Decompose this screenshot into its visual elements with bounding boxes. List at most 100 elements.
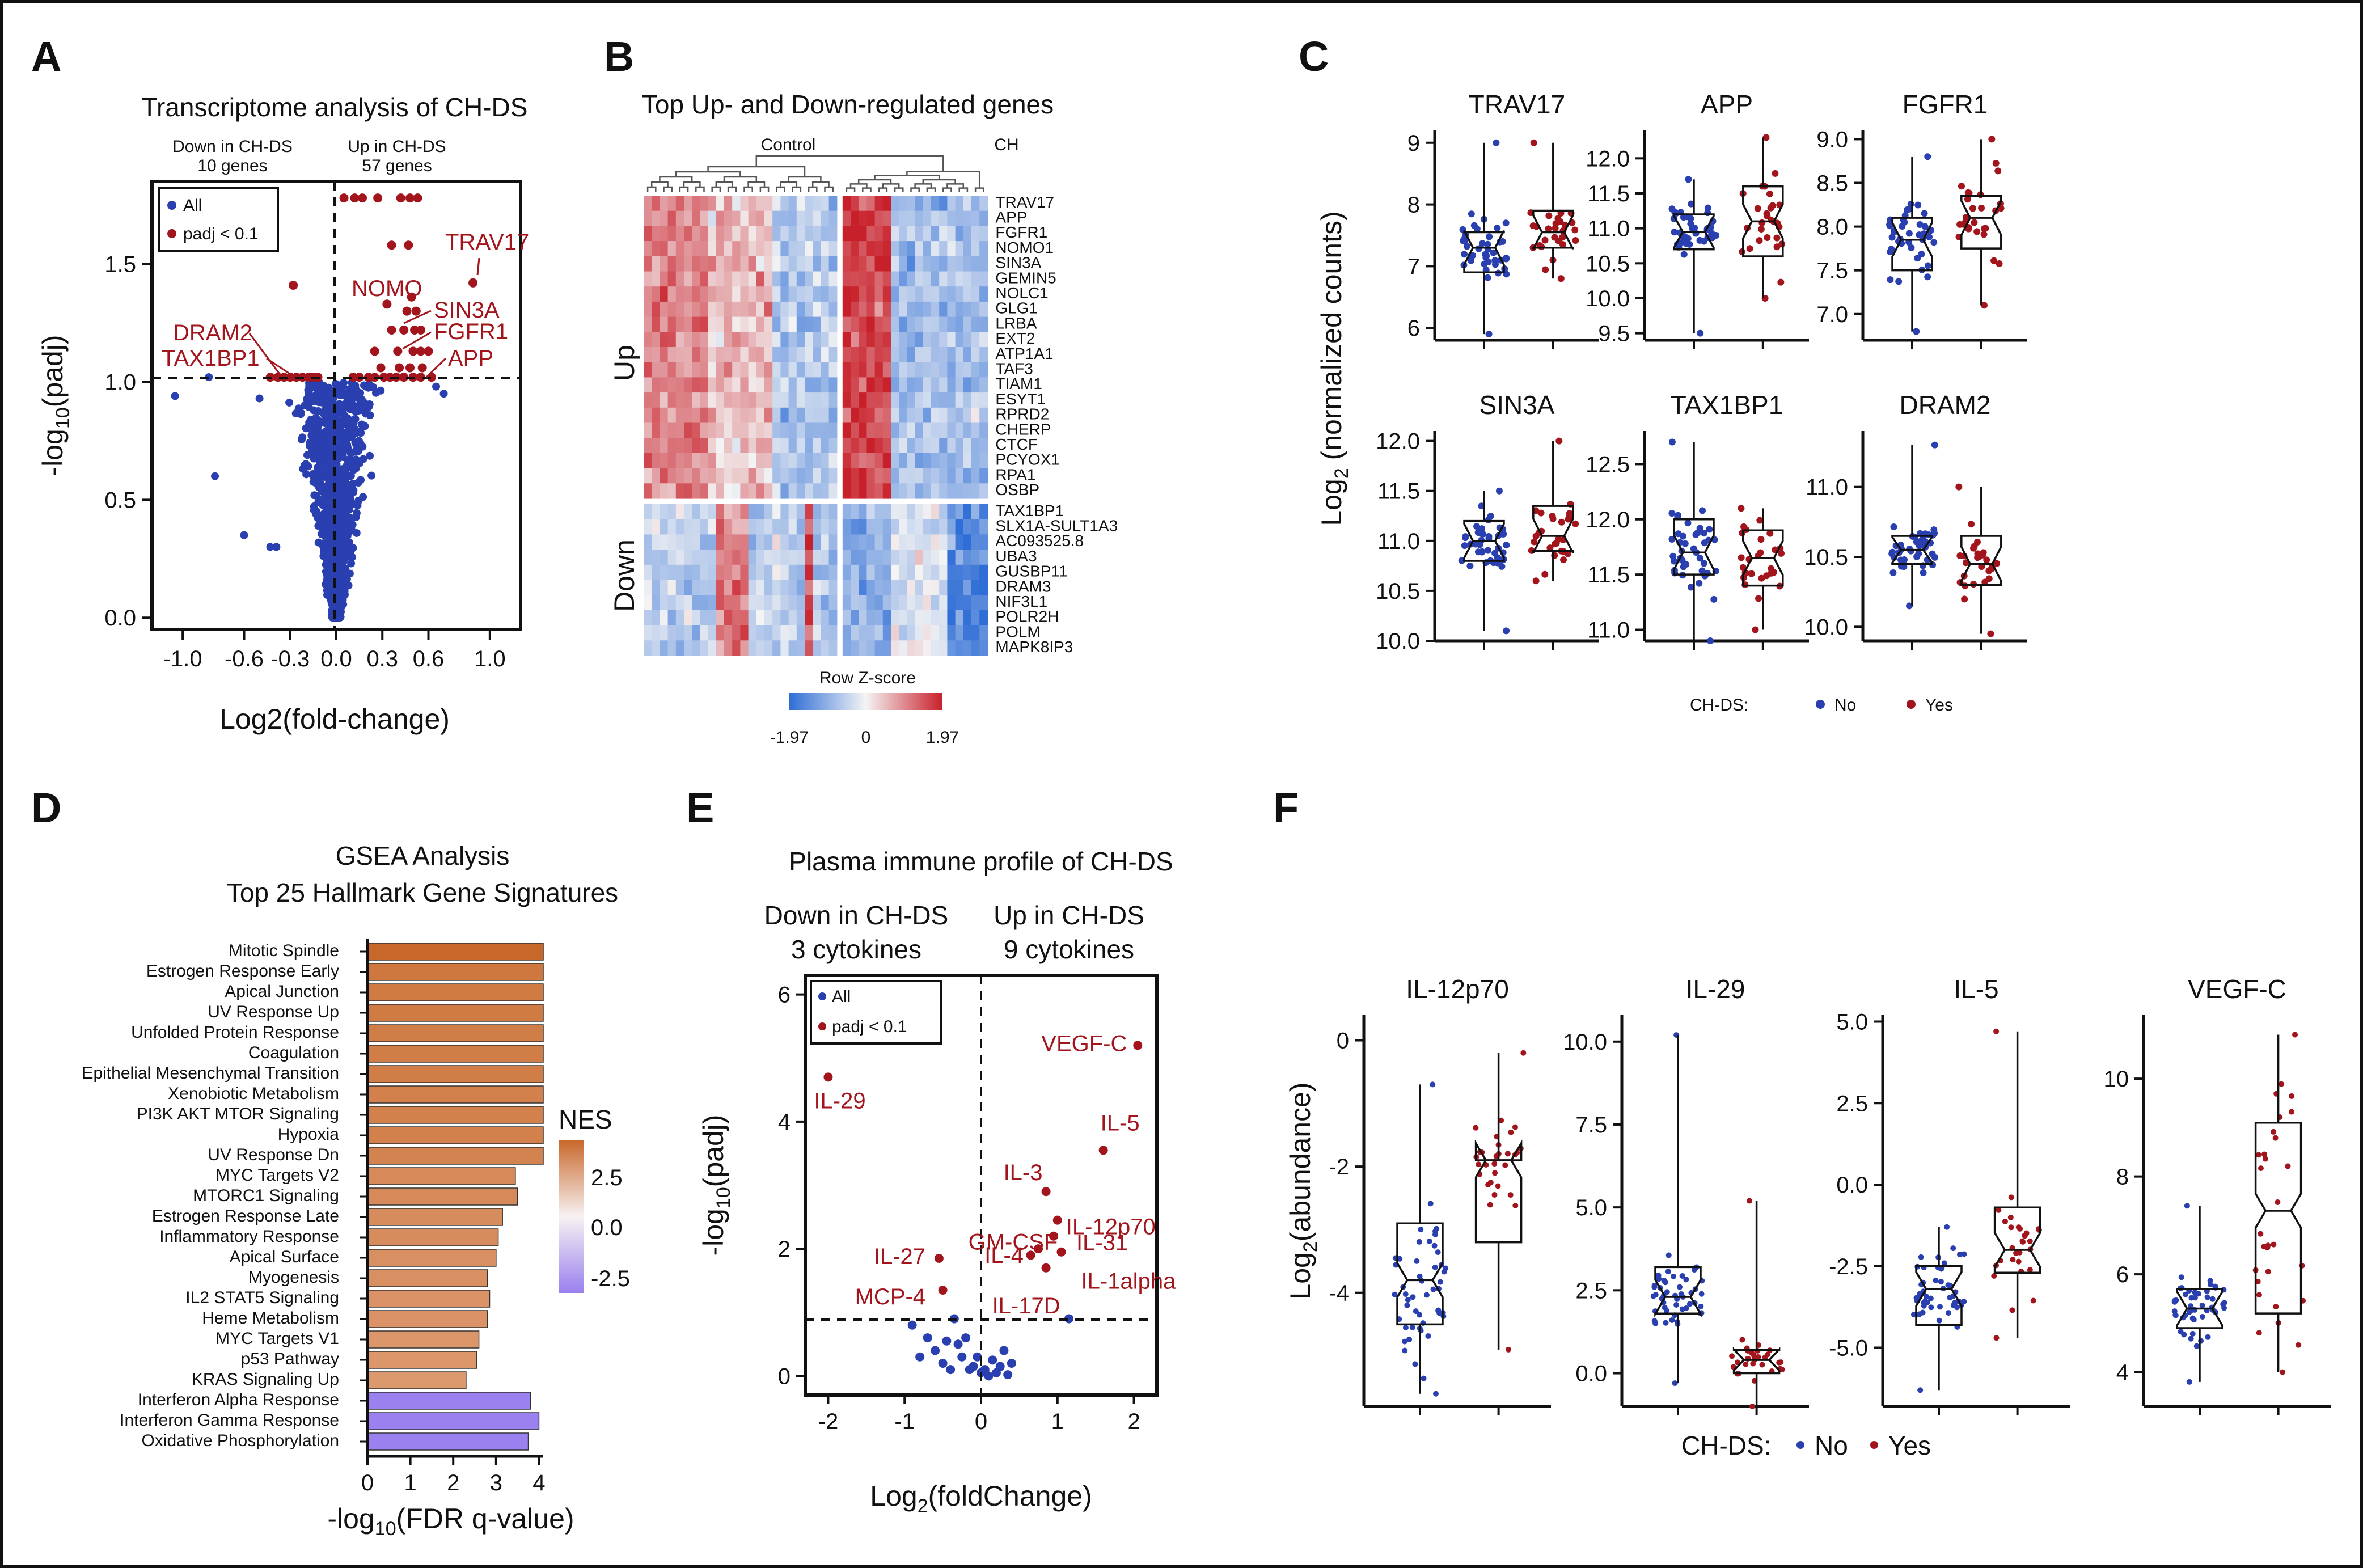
- heatmap-cell: [708, 640, 717, 656]
- heatmap-cell: [684, 595, 692, 611]
- heatmap-cell: [644, 550, 652, 565]
- heatmap-cell: [931, 468, 940, 484]
- nes-tick-mid: 0.0: [591, 1215, 623, 1240]
- dendrogram-branch: [878, 187, 888, 192]
- heatmap-cell: [780, 504, 789, 520]
- heatmap-cell: [923, 286, 932, 302]
- heatmap-cell: [923, 580, 932, 595]
- heatmap-cell: [692, 196, 700, 212]
- heatmap-cell: [907, 640, 916, 656]
- heatmap-cell: [851, 407, 859, 424]
- heatmap-cell: [828, 362, 838, 378]
- data-point: [1763, 572, 1770, 580]
- heatmap-cell: [828, 534, 838, 550]
- heatmap-cell: [907, 580, 916, 595]
- heatmap-cell: [772, 438, 781, 454]
- data-point: [2279, 1081, 2285, 1087]
- heatmap-cell: [644, 377, 652, 393]
- heatmap-cell: [979, 256, 988, 272]
- heatmap-cell: [828, 392, 838, 408]
- heatmap-cell: [899, 392, 907, 408]
- x-tick-label: 2: [447, 1470, 459, 1495]
- heatmap-cell: [724, 580, 733, 595]
- heatmap-cell: [740, 377, 749, 393]
- point-all: [352, 455, 360, 464]
- heatmap-cell: [939, 422, 948, 438]
- data-point: [1917, 1387, 1924, 1393]
- heatmap-cell: [748, 271, 757, 287]
- heatmap-cell: [772, 468, 781, 484]
- heatmap-cell: [915, 640, 924, 656]
- data-point: [1495, 1183, 1501, 1189]
- heatmap-cell: [842, 564, 851, 581]
- panel-letter-b: B: [604, 33, 634, 80]
- heatmap-cell: [979, 580, 988, 595]
- heatmap-cell: [788, 286, 797, 302]
- heatmap-cell: [828, 595, 838, 611]
- point-all: [349, 462, 358, 471]
- heatmap-cell: [684, 377, 692, 393]
- data-point: [1491, 1161, 1498, 1167]
- heatmap-cell: [756, 534, 765, 550]
- nes-colorbar: [559, 1140, 584, 1293]
- nes-tick-low: -2.5: [591, 1266, 630, 1291]
- heatmap-cell: [788, 453, 797, 469]
- heatmap-cell: [939, 407, 948, 424]
- data-point: [1927, 1295, 1934, 1301]
- heatmap-cell: [772, 196, 781, 212]
- point-all: [358, 406, 366, 415]
- data-point: [1468, 210, 1475, 218]
- point-all: [348, 553, 356, 561]
- heatmap-cell: [947, 392, 956, 408]
- heatmap-gene-label: RPRD2: [995, 405, 1049, 423]
- data-point: [1405, 1297, 1411, 1303]
- data-point: [1924, 153, 1931, 160]
- heatmap-cell: [851, 301, 859, 318]
- heatmap-cell: [716, 241, 725, 257]
- heatmap-cell: [796, 196, 805, 212]
- heatmap-cell: [813, 347, 821, 363]
- y-tick-label: 0.0: [104, 606, 136, 631]
- heatmap-cell: [652, 256, 660, 272]
- heatmap-cell: [684, 504, 692, 520]
- heatmap-cell: [923, 196, 932, 212]
- heatmap-cell: [796, 483, 805, 499]
- heatmap-cell: [931, 332, 940, 348]
- heatmap-cell: [859, 392, 867, 408]
- data-point: [1662, 1279, 1668, 1286]
- heatmap-cell: [780, 347, 789, 363]
- heatmap-cell: [939, 301, 948, 318]
- heatmap-cell: [756, 483, 765, 499]
- point-all: [266, 543, 274, 551]
- heatmap-cell: [828, 550, 838, 565]
- data-point: [1729, 1353, 1735, 1359]
- colorscale-bar: [789, 693, 942, 710]
- heatmap-cell: [780, 392, 789, 408]
- point-all: [1003, 1370, 1013, 1380]
- heatmap-cell: [821, 347, 830, 363]
- heatmap-cell: [756, 407, 765, 424]
- heatmap-cell: [724, 347, 733, 363]
- heatmap-cell: [828, 468, 838, 484]
- heatmap-cell: [851, 453, 859, 469]
- heatmap-cell: [859, 468, 867, 484]
- heatmap-cell: [796, 453, 805, 469]
- point-all: [946, 1365, 956, 1375]
- category-label: Unfolded Protein Response: [131, 1023, 339, 1042]
- data-point: [1758, 574, 1765, 582]
- heatmap-cell: [882, 271, 891, 287]
- point-all: [366, 411, 374, 420]
- data-point: [2007, 1214, 2014, 1220]
- heatmap-cell: [882, 196, 891, 212]
- data-point: [2178, 1274, 2184, 1280]
- point-all: [320, 519, 329, 528]
- heatmap-cell: [842, 210, 851, 226]
- heatmap-cell: [931, 256, 940, 272]
- heatmap-cell: [700, 377, 709, 393]
- point-all: [984, 1371, 994, 1381]
- data-point: [1529, 222, 1537, 230]
- data-point: [1915, 550, 1922, 557]
- heatmap-cell: [947, 301, 956, 318]
- heatmap-cell: [788, 210, 797, 226]
- data-point: [1473, 225, 1481, 233]
